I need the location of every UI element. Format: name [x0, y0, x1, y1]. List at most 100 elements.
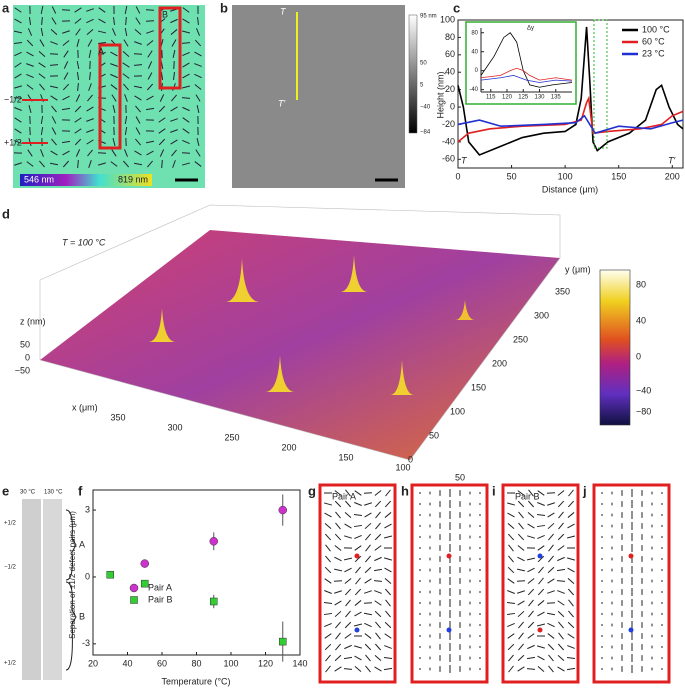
legend-label: 100 °C — [642, 24, 670, 34]
y-tick-label: 100 — [440, 14, 455, 24]
director — [74, 117, 82, 123]
panel-label: j — [582, 483, 587, 498]
director — [557, 600, 565, 606]
director — [13, 30, 23, 34]
director — [146, 83, 154, 91]
director — [375, 522, 381, 530]
director — [124, 27, 128, 37]
director — [335, 643, 341, 651]
x-axis-label: Temperature (°C) — [161, 676, 230, 686]
director — [14, 107, 22, 111]
director — [374, 654, 382, 662]
colorbar-label: −40 — [420, 105, 431, 111]
director — [62, 150, 70, 156]
director — [334, 610, 342, 618]
brace — [65, 581, 77, 671]
y-tick-label: -3 — [82, 638, 90, 648]
line — [480, 32, 573, 88]
director — [28, 105, 32, 113]
director — [61, 140, 71, 144]
y-axis-label: Height (nm) — [435, 71, 445, 118]
director — [134, 150, 142, 156]
colorbar-label: 50 — [420, 61, 427, 67]
director — [194, 63, 202, 67]
director — [89, 71, 91, 81]
director — [548, 665, 554, 673]
director — [558, 522, 564, 530]
director — [374, 610, 382, 618]
director — [546, 612, 556, 616]
director — [145, 107, 155, 111]
director — [568, 489, 574, 497]
director — [63, 72, 69, 80]
director — [324, 622, 332, 628]
x-tick-label: 100 — [558, 171, 573, 181]
director — [159, 94, 165, 102]
image — [232, 5, 405, 188]
director — [527, 523, 535, 529]
director — [194, 73, 202, 79]
director — [124, 126, 128, 136]
director — [374, 666, 382, 672]
director — [122, 160, 130, 168]
director — [344, 500, 352, 508]
director — [557, 666, 565, 672]
director — [364, 578, 372, 584]
director — [14, 18, 22, 24]
director — [334, 533, 342, 541]
x-tick-label: 115 — [486, 95, 496, 101]
director — [528, 599, 534, 607]
director — [547, 590, 555, 594]
x-tick-label: 20 — [88, 658, 98, 668]
director — [537, 588, 545, 596]
director — [146, 150, 154, 156]
director — [527, 535, 535, 539]
director — [384, 523, 392, 529]
director — [147, 50, 153, 58]
line — [457, 26, 684, 156]
director — [517, 490, 525, 496]
director — [51, 17, 57, 25]
point — [140, 559, 149, 568]
director — [344, 578, 352, 584]
peak — [265, 355, 295, 392]
director — [170, 118, 178, 122]
director — [195, 149, 201, 157]
director — [97, 42, 107, 44]
legend-swatch — [130, 596, 138, 604]
director — [365, 533, 371, 541]
director — [135, 17, 141, 25]
director — [375, 621, 381, 629]
director — [159, 149, 165, 157]
legend-swatch — [129, 583, 139, 593]
director — [75, 94, 81, 102]
line — [480, 67, 573, 81]
director — [374, 533, 382, 541]
panel-label: c — [453, 0, 460, 15]
director — [517, 654, 525, 662]
director — [354, 645, 362, 649]
director — [195, 94, 201, 102]
defect-label: +1/2 — [4, 521, 17, 527]
director — [324, 512, 332, 518]
director — [385, 489, 391, 497]
x-tick-label: 350 — [110, 412, 125, 422]
director — [567, 557, 575, 561]
pair-label: A — [79, 539, 85, 549]
colorbar-label: −80 — [636, 406, 651, 416]
director — [133, 162, 143, 166]
panel-b: b T T′ 95 nm 50 5 −40 −84 — [220, 0, 437, 188]
director — [335, 632, 341, 640]
director — [538, 566, 544, 574]
director — [182, 73, 190, 79]
director — [365, 555, 371, 563]
director — [508, 544, 514, 552]
director — [51, 6, 57, 14]
director — [547, 522, 555, 530]
director — [133, 85, 143, 89]
director — [537, 534, 545, 540]
colorbar-label: −84 — [420, 130, 431, 136]
director — [345, 489, 351, 497]
colorbar — [20, 174, 152, 186]
y-tick-label: 350 — [555, 286, 570, 296]
